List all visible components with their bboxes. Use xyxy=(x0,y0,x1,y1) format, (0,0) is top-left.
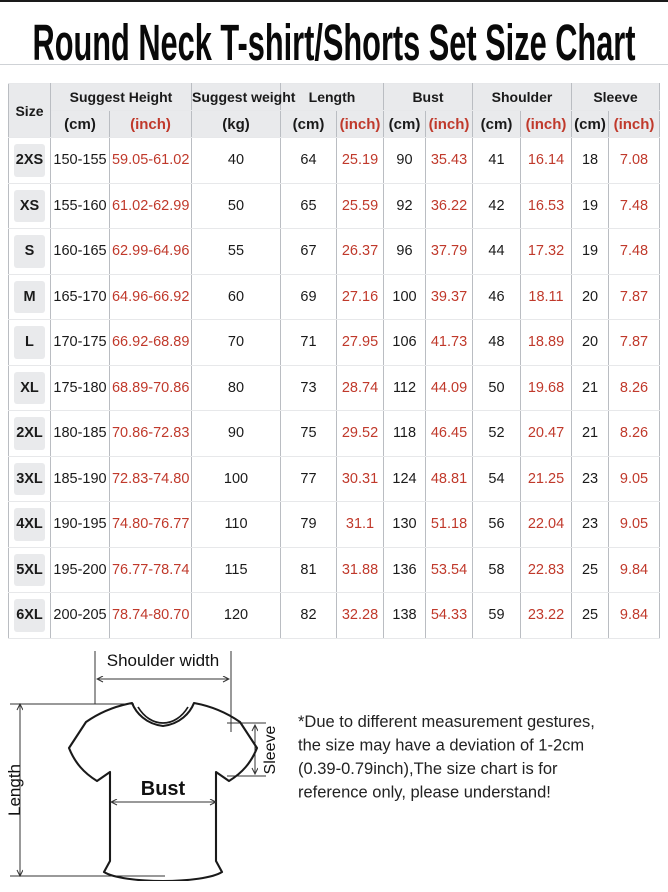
svg-text:*Due to different measurement: *Due to different measurement gestures, xyxy=(298,713,595,731)
svg-text:Sleeve: Sleeve xyxy=(262,725,279,774)
svg-text:reference only, please underst: reference only, please understand! xyxy=(298,783,551,801)
svg-text:(0.39-0.79inch),The size chart: (0.39-0.79inch),The size chart is for xyxy=(298,760,558,778)
svg-text:Length: Length xyxy=(5,764,24,816)
svg-text:Bust: Bust xyxy=(141,778,186,800)
svg-text:Round Neck T-shirt/Shorts Set: Round Neck T-shirt/Shorts Set Size Chart xyxy=(33,14,636,64)
svg-text:Shoulder width: Shoulder width xyxy=(107,651,219,670)
svg-text:the size may have a deviation: the size may have a deviation of 1-2cm xyxy=(298,736,584,754)
